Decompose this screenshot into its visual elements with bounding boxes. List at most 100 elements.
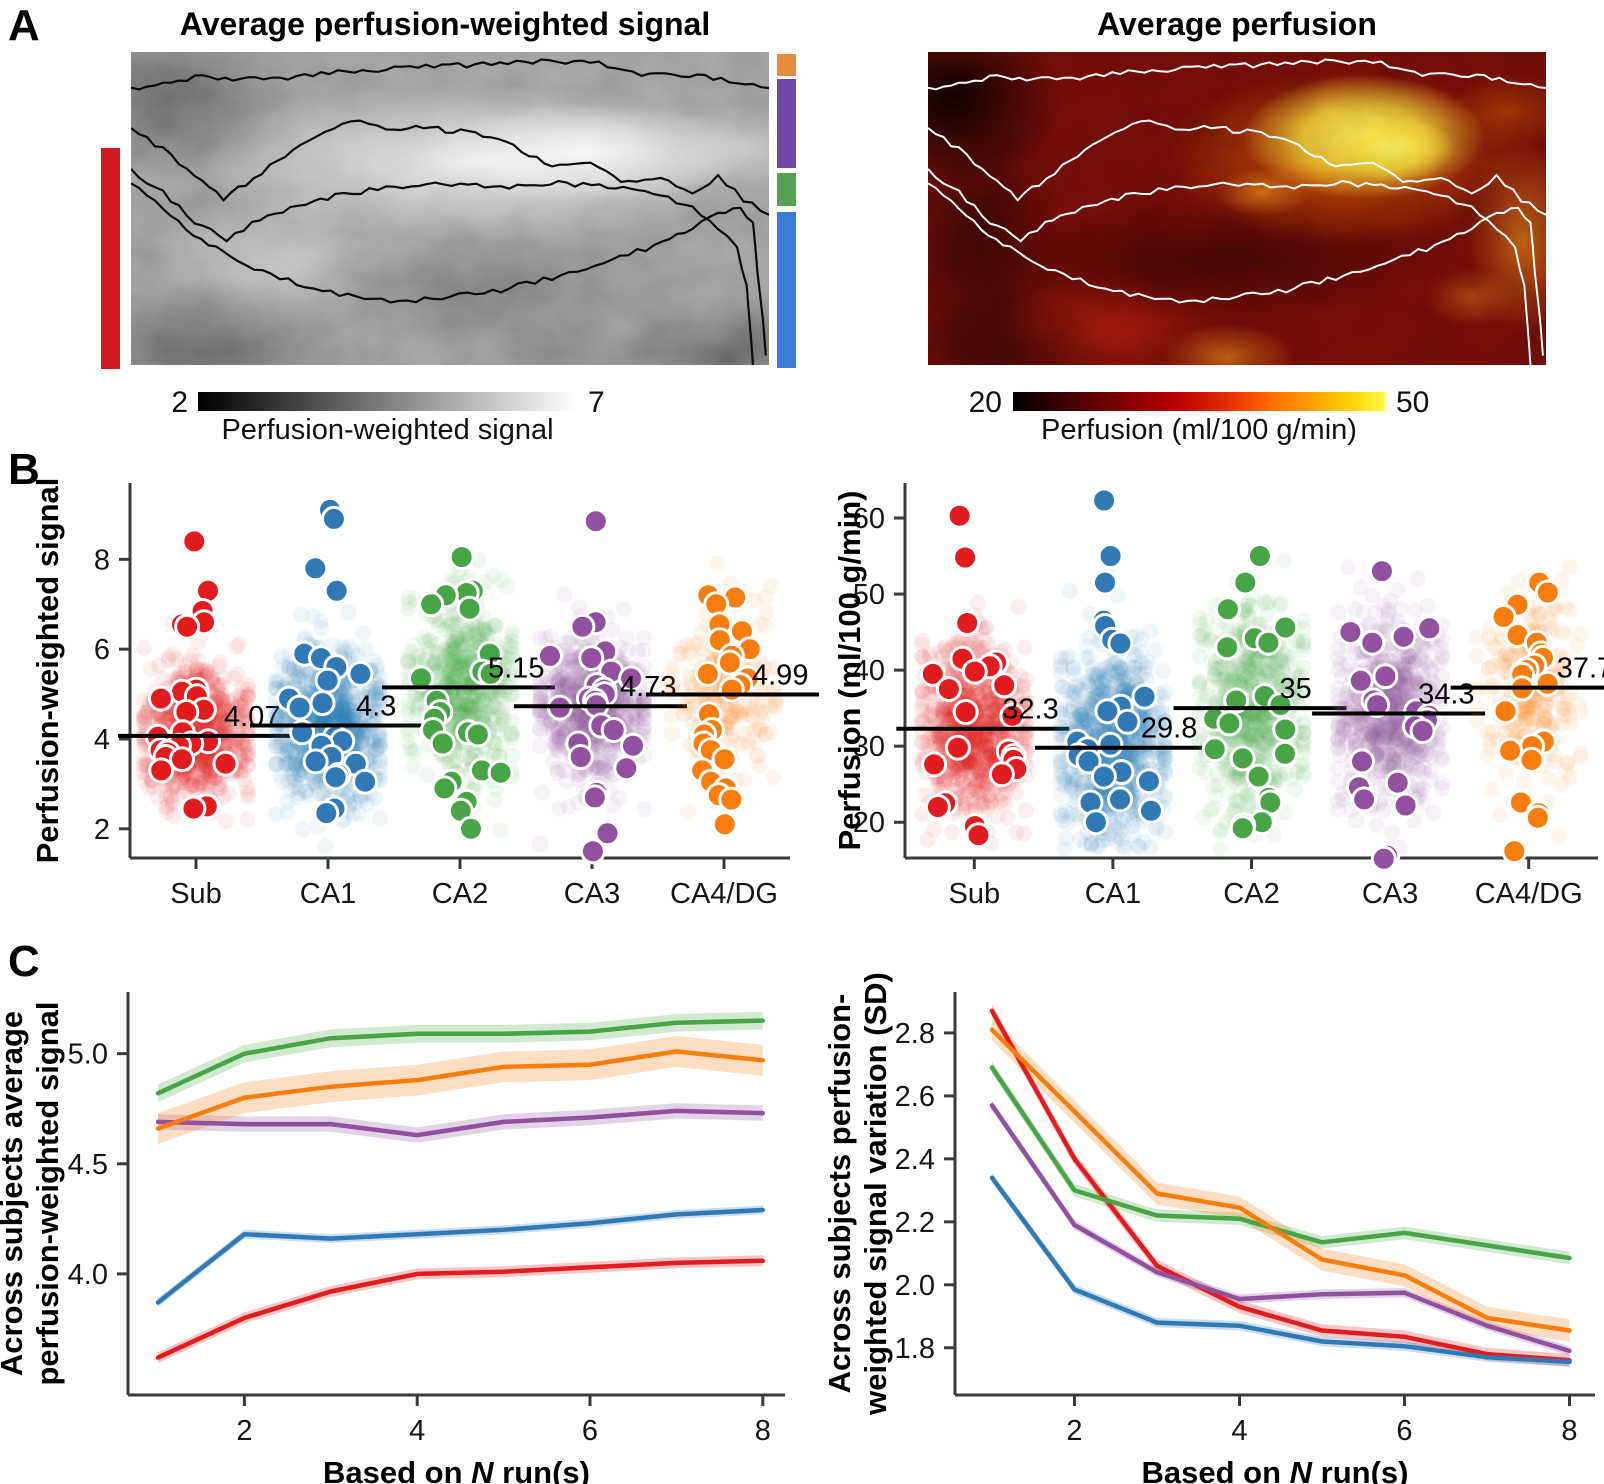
subject-dot [1131, 683, 1158, 710]
subject-dot [581, 784, 608, 811]
contour-line [928, 58, 1546, 91]
subject-dot [1351, 786, 1378, 813]
y-tick-label: 60 [853, 503, 885, 535]
subject-dot [954, 610, 981, 636]
subject-dot [1135, 768, 1162, 795]
hot-colorbar-max: 50 [1396, 386, 1430, 419]
series-line-CA1 [155, 1207, 766, 1305]
subfield-contour-lines [131, 58, 769, 365]
hot-map-noise-texture [928, 52, 1546, 365]
series-line-CA4/DG [989, 1027, 1572, 1333]
subject-dot [148, 757, 175, 784]
category-label: CA4/DG [1475, 878, 1583, 910]
gray-colorbar-max: 7 [588, 386, 605, 419]
y-tick-label: 5.0 [68, 1039, 108, 1071]
subject-dot [1216, 710, 1243, 737]
x-tick-label: 2 [1066, 1415, 1082, 1447]
subject-dot [694, 660, 721, 687]
contour-line [928, 168, 1532, 365]
subject-dot [718, 676, 745, 703]
subject-dot [1534, 579, 1561, 606]
subject-dot [1349, 748, 1375, 775]
y-tick-label: 2 [94, 814, 110, 846]
series-line-CA2 [989, 1065, 1572, 1261]
subject-dot [1409, 718, 1436, 744]
y-tick-label: 30 [853, 731, 885, 763]
subject-dot [1272, 716, 1299, 743]
confidence-band-CA1 [992, 1173, 1570, 1367]
subject-dot [711, 811, 738, 838]
subject-dots [919, 502, 1030, 849]
subject-dot [429, 730, 456, 757]
subject-dot [924, 794, 951, 820]
contour-line [131, 182, 767, 356]
y-axis-label-line: Across subjects perfusion- [822, 994, 857, 1394]
subject-dot [1107, 786, 1134, 813]
subject-dot [578, 645, 605, 672]
series-line-CA3 [155, 1108, 766, 1138]
strip-plot-b_right: 20 30 40 50 60 Sub 32.3 CA1 29.8 CA2 35 CA3 34.3 CA4/… [832, 483, 1604, 910]
subject-dot [620, 732, 646, 759]
subject-dot [988, 761, 1015, 788]
series-line-CA1 [989, 1175, 1572, 1365]
x-tick-label: 6 [1396, 1415, 1412, 1447]
series-line-CA3 [989, 1103, 1572, 1354]
subject-dot [1097, 543, 1124, 569]
subject-dot [961, 658, 988, 685]
subject-dot [1392, 792, 1419, 819]
subject-dot [347, 660, 374, 687]
subfield-bar-purple [777, 79, 796, 168]
subject-dot [320, 505, 347, 532]
subject-dot [1368, 558, 1395, 585]
subfield-bar-green [777, 173, 796, 206]
subfield-bar-orange [777, 54, 796, 76]
subject-dot [1214, 634, 1241, 661]
category-label: CA4/DG [670, 878, 778, 910]
y-tick-label: 2.4 [895, 1144, 935, 1176]
confidence-band-CA3 [992, 1100, 1570, 1356]
line-chart-c_right: 1.8 2.0 2.2 2.4 2.6 2.8 2 4 6 8 Across subjects pe… [822, 972, 1595, 1484]
gray-colorbar-label: Perfusion-weighted signal [221, 414, 554, 446]
series-line-Sub [155, 1258, 766, 1360]
subject-dot [944, 734, 971, 761]
category-label: CA2 [432, 878, 488, 910]
subfield-contour-lines-white [928, 58, 1546, 365]
subject-dot [1245, 763, 1272, 790]
subject-dots [689, 582, 763, 838]
subject-dot [1229, 745, 1256, 772]
x-tick-label: 4 [409, 1415, 425, 1447]
subject-dot [618, 665, 645, 692]
subject-dot [1347, 667, 1374, 694]
subject-dot [314, 667, 341, 694]
subject-dot [1364, 692, 1391, 719]
subject-dot [180, 795, 207, 822]
x-axis-label: Based on N run(s) [323, 1455, 590, 1484]
mean-value-label: 4.99 [752, 660, 808, 692]
mean-value-label: 5.15 [488, 652, 544, 684]
line-chart-c_left: 4.0 4.5 5.0 2 4 6 8 Across subjects average perf… [0, 992, 785, 1484]
subject-dot [1497, 737, 1524, 764]
subject-dot [323, 577, 350, 604]
subject-dot [579, 838, 606, 865]
subject-dot [718, 786, 745, 813]
panel-b-letter: B [8, 445, 40, 494]
subject-dots [1337, 558, 1443, 872]
subject-dot [302, 748, 329, 775]
subject-dot [456, 595, 483, 622]
subject-dot [174, 613, 201, 640]
category-label: CA3 [1362, 878, 1418, 910]
subject-dot [464, 721, 491, 748]
subfield-bar-blue [777, 212, 796, 368]
subject-dots [144, 528, 239, 822]
y-tick-label: 8 [94, 544, 110, 576]
perfusion-weighted-map-image [131, 52, 769, 365]
category-label: CA1 [1085, 878, 1141, 910]
contour-line [928, 182, 1544, 356]
y-tick-label: 4.5 [68, 1149, 108, 1181]
subject-dot [286, 694, 313, 721]
contour-line [928, 119, 1546, 216]
category-label: Sub [170, 878, 222, 910]
contour-line [131, 119, 769, 216]
subject-dot [1492, 698, 1519, 725]
subject-dot [952, 699, 979, 725]
